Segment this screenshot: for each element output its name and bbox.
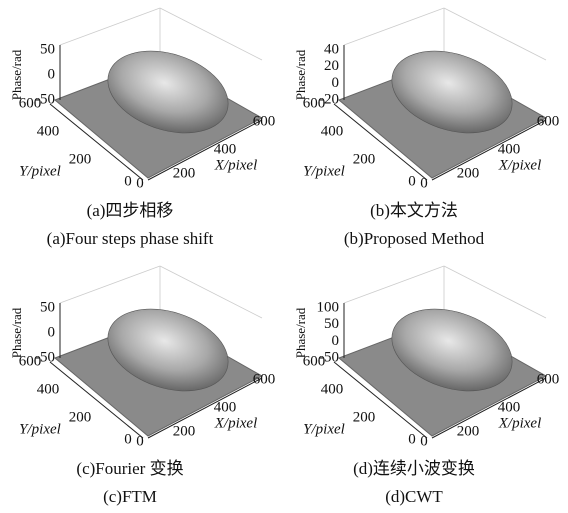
- z-tick-label: 20: [324, 58, 339, 74]
- x-axis-label: X/pixel: [214, 415, 257, 431]
- y-axis-label: Y/pixel: [303, 421, 345, 437]
- grid-line: [60, 8, 160, 45]
- z-tick-label: 100: [317, 299, 340, 315]
- y-tick-label: 200: [69, 151, 92, 167]
- grid-line: [60, 266, 160, 303]
- caption-cn: (b)本文方法: [370, 201, 458, 220]
- y-tick-label: 600: [303, 95, 326, 111]
- z-axis-label: Phase/rad: [9, 49, 24, 100]
- z-tick-label: 50: [40, 41, 55, 57]
- figure: 500-50Phase/rad60040020000200400600Y/pix…: [0, 0, 568, 513]
- caption-en: (d)CWT: [385, 487, 443, 506]
- x-axis-label: X/pixel: [498, 157, 541, 173]
- y-tick-label: 0: [124, 431, 132, 447]
- x-tick-label: 400: [214, 141, 237, 157]
- y-tick-label: 600: [303, 353, 326, 369]
- y-tick-label: 400: [321, 381, 344, 397]
- x-tick-label: 200: [173, 423, 196, 439]
- z-tick-label: 40: [324, 41, 339, 57]
- y-tick-label: 400: [37, 123, 60, 139]
- x-tick-label: 400: [498, 399, 521, 415]
- y-tick-label: 400: [37, 381, 60, 397]
- x-tick-label: 0: [136, 175, 144, 191]
- y-tick-label: 600: [19, 95, 42, 111]
- grid-line: [444, 8, 546, 60]
- y-tick-label: 200: [69, 409, 92, 425]
- x-tick-label: 400: [214, 399, 237, 415]
- x-tick-label: 400: [498, 141, 521, 157]
- caption-en: (a)Four steps phase shift: [47, 229, 214, 248]
- z-tick-label: 50: [40, 299, 55, 315]
- y-tick-label: 0: [408, 431, 416, 447]
- y-tick-label: 0: [124, 173, 132, 189]
- z-tick-label: 0: [48, 66, 56, 82]
- grid-line: [344, 8, 444, 45]
- z-tick-label: 0: [48, 324, 56, 340]
- y-tick-label: 400: [321, 123, 344, 139]
- z-tick-label: 0: [332, 333, 340, 349]
- x-tick-label: 0: [420, 433, 428, 449]
- caption-cn: (d)连续小波变换: [353, 459, 475, 478]
- y-tick-label: 0: [408, 173, 416, 189]
- z-axis-label: Phase/rad: [293, 49, 308, 100]
- y-axis-label: Y/pixel: [19, 421, 61, 437]
- z-tick-label: 0: [332, 75, 340, 91]
- y-axis-label: Y/pixel: [303, 163, 345, 179]
- y-tick-label: 600: [19, 353, 42, 369]
- caption-en: (b)Proposed Method: [344, 229, 485, 248]
- z-axis-label: Phase/rad: [9, 307, 24, 358]
- x-tick-label: 600: [537, 113, 560, 129]
- x-axis-label: X/pixel: [214, 157, 257, 173]
- caption-cn: (c)Fourier 变换: [76, 459, 183, 478]
- x-tick-label: 0: [420, 175, 428, 191]
- z-tick-label: 50: [324, 316, 339, 332]
- x-tick-label: 600: [253, 371, 276, 387]
- y-axis-label: Y/pixel: [19, 163, 61, 179]
- x-tick-label: 200: [173, 165, 196, 181]
- x-tick-label: 200: [457, 165, 480, 181]
- x-tick-label: 0: [136, 433, 144, 449]
- grid-line: [160, 266, 262, 318]
- y-tick-label: 200: [353, 151, 376, 167]
- x-tick-label: 200: [457, 423, 480, 439]
- caption-en: (c)FTM: [103, 487, 157, 506]
- grid-line: [444, 266, 546, 318]
- y-tick-label: 200: [353, 409, 376, 425]
- caption-cn: (a)四步相移: [87, 201, 174, 220]
- grid-line: [160, 8, 262, 60]
- x-axis-label: X/pixel: [498, 415, 541, 431]
- x-tick-label: 600: [253, 113, 276, 129]
- grid-line: [344, 266, 444, 303]
- x-tick-label: 600: [537, 371, 560, 387]
- z-axis-label: Phase/rad: [293, 307, 308, 358]
